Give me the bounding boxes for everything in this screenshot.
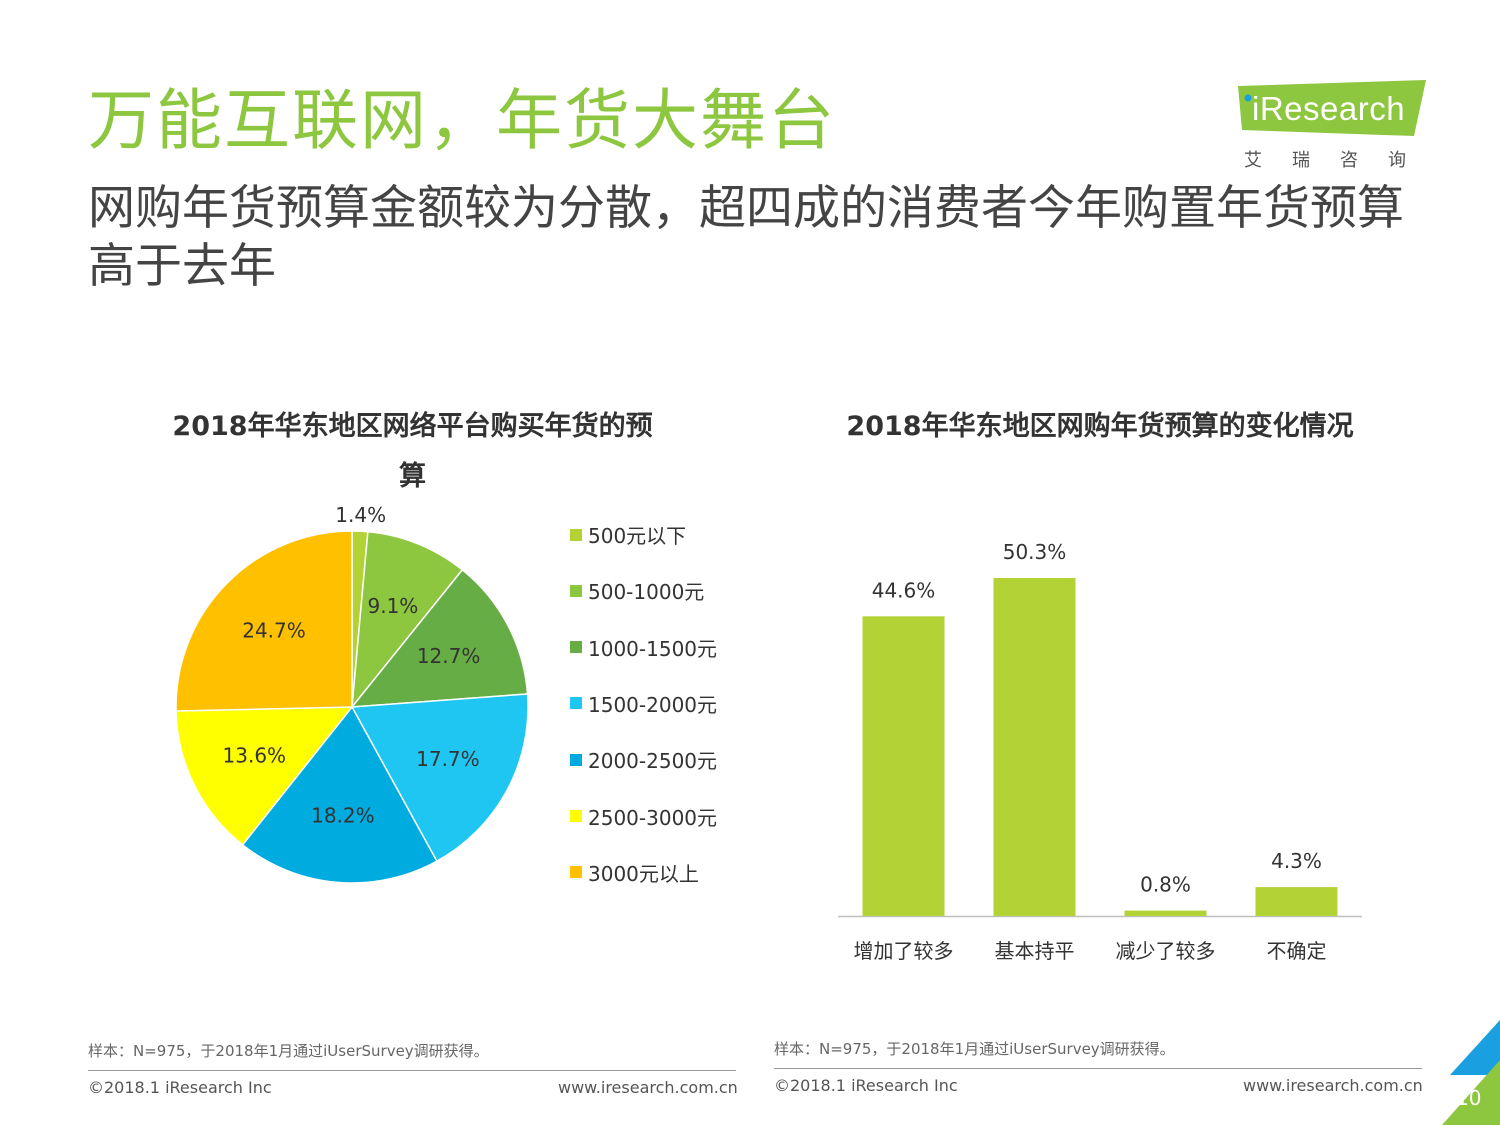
corner-decoration: [1442, 1020, 1500, 1125]
page-subtitle: 网购年货预算金额较为分散，超四成的消费者今年购置年货预算高于去年: [88, 181, 1404, 294]
website-link-right[interactable]: www.iresearch.com.cn: [1243, 1076, 1423, 1095]
bar-chart-title: 2018年华东地区网购年货预算的变化情况: [846, 411, 1354, 442]
legend-item: 500-1000元: [570, 576, 704, 605]
sample-note-right: 样本：N=975，于2018年1月通过iUserSurvey调研获得。: [774, 1040, 1175, 1058]
pie-data-label: 12.7%: [417, 644, 481, 668]
logo-badge: [1238, 80, 1426, 136]
legend-label: 500元以下: [588, 524, 687, 548]
legend-swatch: [570, 866, 582, 879]
bar-category-label: 基本持平: [995, 939, 1075, 963]
pie-slice: [350, 568, 529, 708]
legend-item: 2000-2500元: [570, 745, 717, 774]
bar-data-label: 44.6%: [872, 578, 936, 602]
legend-swatch: [570, 584, 582, 597]
footer-divider-left: [88, 1070, 736, 1071]
sample-note-left: 样本：N=975，于2018年1月通过iUserSurvey调研获得。: [88, 1042, 489, 1060]
pie-slice: [241, 705, 438, 884]
pie-data-label: 9.1%: [367, 594, 418, 618]
bar-category-label: 减少了较多: [1116, 939, 1216, 963]
bar: [862, 616, 945, 916]
legend-swatch: [570, 641, 582, 654]
page-number: 10: [1456, 1086, 1482, 1110]
page-title: 万能互联网，年货大舞台: [88, 82, 836, 159]
pie-data-label: 18.2%: [311, 804, 375, 828]
legend-swatch: [570, 528, 582, 541]
iresearch-logo: iResearch 艾瑞咨询: [1238, 80, 1428, 171]
pie-data-label: 13.6%: [223, 744, 287, 768]
pie-data-label: 1.4%: [335, 503, 386, 527]
legend-label: 500-1000元: [588, 580, 705, 605]
legend-swatch: [570, 753, 582, 766]
legend-label: 1500-2000元: [588, 692, 718, 717]
website-link-left[interactable]: www.iresearch.com.cn: [558, 1078, 738, 1097]
bar-category-label: 不确定: [1267, 939, 1327, 963]
pie-data-label: 24.7%: [242, 619, 306, 643]
pie-slice: [350, 693, 529, 863]
bar: [993, 578, 1076, 916]
bar: [1124, 910, 1207, 916]
logo-text: iResearch: [1252, 90, 1406, 127]
legend-swatch: [570, 697, 582, 710]
pie-chart-title: 2018年华东地区网络平台购买年货的预算: [172, 411, 653, 492]
bar: [1255, 887, 1338, 916]
pie-slice: [175, 706, 354, 846]
copyright-left: ©2018.1 iResearch Inc: [88, 1078, 272, 1097]
legend-item: 3000元以上: [570, 858, 699, 887]
pie-slice: [351, 530, 464, 710]
pie-data-label: 17.7%: [416, 747, 480, 771]
legend-label: 2500-3000元: [588, 805, 718, 830]
legend-swatch: [570, 810, 582, 822]
logo-chinese: 艾瑞咨询: [1244, 150, 1436, 171]
legend-item: 1500-2000元: [570, 689, 717, 718]
footer-divider-right: [774, 1068, 1422, 1069]
legend-label: 1000-1500元: [588, 636, 718, 661]
legend-label: 2000-2500元: [588, 749, 718, 774]
legend-item: 2500-3000元: [570, 802, 717, 831]
bar-data-label: 50.3%: [1003, 540, 1067, 564]
copyright-right: ©2018.1 iResearch Inc: [774, 1076, 958, 1095]
legend-label: 3000元以上: [588, 861, 699, 886]
bar-data-label: 4.3%: [1271, 849, 1322, 873]
bar-data-label: 0.8%: [1140, 873, 1191, 897]
legend-item: 500元以下: [570, 520, 686, 549]
bar-category-label: 增加了较多: [854, 939, 954, 963]
pie-slice: [175, 530, 353, 712]
legend-item: 1000-1500元: [570, 633, 717, 662]
